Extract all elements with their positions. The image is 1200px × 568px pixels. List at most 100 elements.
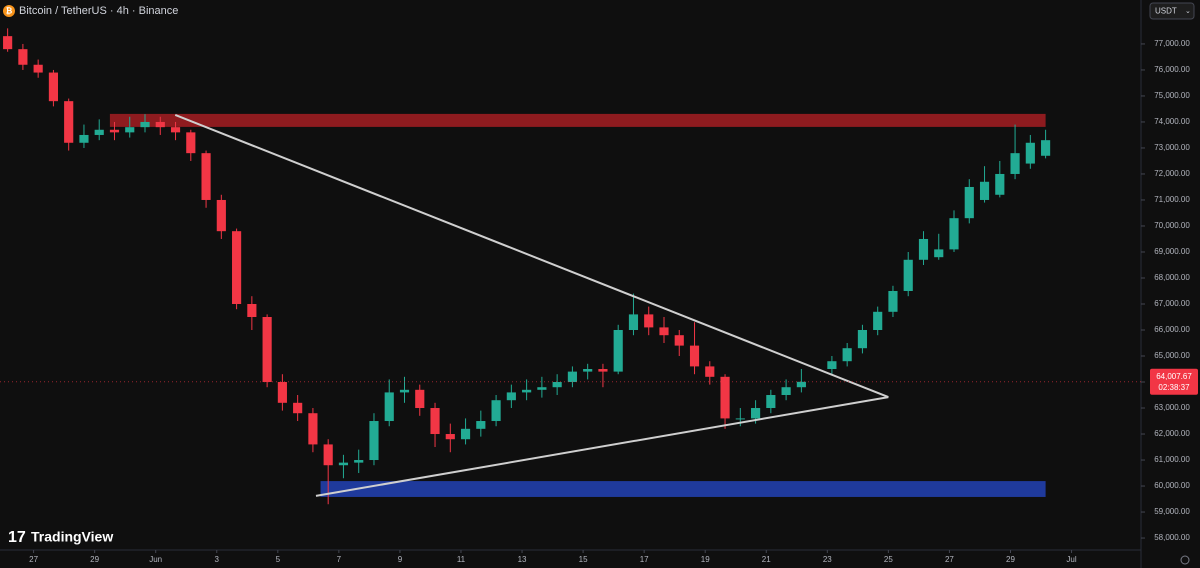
candle-body bbox=[659, 327, 669, 336]
price-zone bbox=[109, 113, 1046, 127]
symbol-title: Bitcoin / TetherUS · 4h · Binance bbox=[19, 5, 178, 17]
logo-mark: 17 bbox=[8, 529, 26, 546]
candle-body bbox=[766, 395, 776, 409]
candle-body bbox=[308, 413, 318, 445]
candle-body bbox=[995, 173, 1005, 195]
x-tick-label: 27 bbox=[29, 555, 38, 564]
x-tick-label: 3 bbox=[215, 555, 220, 564]
candle-body bbox=[491, 400, 501, 422]
candle-body bbox=[689, 345, 700, 367]
x-tick-label: 15 bbox=[579, 555, 588, 564]
candle-body bbox=[857, 330, 868, 349]
candle-body bbox=[323, 444, 333, 466]
candle-body bbox=[537, 387, 547, 390]
x-tick-label: 7 bbox=[337, 555, 342, 564]
candle-body bbox=[705, 366, 715, 377]
price-zone bbox=[320, 481, 1046, 497]
plot bbox=[0, 28, 1141, 505]
candle-body bbox=[186, 132, 196, 154]
candle-body bbox=[338, 462, 349, 466]
y-tick-label: 58,000.00 bbox=[1154, 533, 1190, 542]
last-price-label: 64,007.67 bbox=[1156, 372, 1192, 381]
x-tick-label: 29 bbox=[1006, 555, 1015, 564]
brand-logo: TradingView bbox=[31, 529, 113, 545]
candle-body bbox=[628, 314, 639, 330]
x-tick-label: 27 bbox=[945, 555, 954, 564]
candle-body bbox=[934, 249, 944, 258]
y-tick-label: 75,000.00 bbox=[1154, 91, 1190, 100]
candle-body bbox=[277, 382, 287, 403]
y-tick-label: 67,000.00 bbox=[1154, 299, 1190, 308]
candle-body bbox=[79, 134, 89, 143]
currency-dropdown[interactable] bbox=[1149, 2, 1195, 20]
y-tick-label: 60,000.00 bbox=[1154, 481, 1190, 490]
x-tick-label: 21 bbox=[762, 555, 771, 564]
y-tick-label: 63,000.00 bbox=[1154, 403, 1190, 412]
y-tick-label: 76,000.00 bbox=[1154, 65, 1190, 74]
y-tick-label: 62,000.00 bbox=[1154, 429, 1190, 438]
candle-body bbox=[873, 311, 883, 330]
candle-body bbox=[94, 129, 104, 135]
candle-body bbox=[567, 371, 577, 383]
y-tick-label: 77,000.00 bbox=[1154, 39, 1190, 48]
y-tick-label: 71,000.00 bbox=[1154, 195, 1190, 204]
x-tick-label: 11 bbox=[457, 555, 466, 564]
candle-body bbox=[522, 389, 532, 393]
coin-icon bbox=[3, 5, 15, 17]
candle-body bbox=[735, 418, 745, 420]
candle-body bbox=[262, 316, 272, 383]
candle-body bbox=[918, 238, 929, 260]
candle-body bbox=[293, 402, 303, 414]
y-tick-label: 72,000.00 bbox=[1154, 169, 1190, 178]
candle-body bbox=[720, 376, 730, 419]
settings-button[interactable] bbox=[1180, 555, 1190, 565]
candle-body bbox=[354, 460, 364, 463]
candle-body bbox=[674, 335, 684, 346]
coin-glyph: ₿ bbox=[6, 7, 13, 16]
y-tick-label: 69,000.00 bbox=[1154, 247, 1190, 256]
x-tick-label: 13 bbox=[518, 555, 527, 564]
candle-body bbox=[384, 392, 394, 422]
candle-body bbox=[216, 199, 226, 232]
candle-body bbox=[964, 186, 974, 219]
candle-body bbox=[827, 361, 837, 370]
candle-body bbox=[415, 389, 425, 409]
y-tick-label: 73,000.00 bbox=[1154, 143, 1190, 152]
candle-body bbox=[750, 408, 761, 419]
candle-body bbox=[3, 36, 13, 50]
y-tick-label: 65,000.00 bbox=[1154, 351, 1190, 360]
candle-body bbox=[125, 127, 135, 133]
candle-body bbox=[109, 129, 120, 133]
y-tick-label: 74,000.00 bbox=[1154, 117, 1190, 126]
candle-body bbox=[18, 49, 28, 65]
candle-body bbox=[979, 181, 990, 200]
candle-body bbox=[1010, 153, 1020, 174]
candle-body bbox=[247, 303, 257, 317]
countdown-label: 02:38:37 bbox=[1158, 383, 1190, 392]
x-tick-label: Jul bbox=[1066, 555, 1076, 564]
y-tick-label: 61,000.00 bbox=[1154, 455, 1190, 464]
x-tick-label: 29 bbox=[90, 555, 99, 564]
currency-label: USDT bbox=[1155, 7, 1177, 16]
candle-body bbox=[1025, 142, 1035, 164]
candle-body bbox=[796, 381, 806, 388]
x-tick-label: 9 bbox=[398, 555, 403, 564]
candle-body bbox=[170, 127, 181, 133]
candle-body bbox=[1041, 140, 1051, 156]
candle-body bbox=[506, 392, 516, 401]
candle-body bbox=[201, 153, 211, 200]
candle-body bbox=[949, 218, 959, 250]
dropdown-caret: ⌄ bbox=[1185, 8, 1191, 15]
candle-body bbox=[583, 369, 593, 372]
candle-body bbox=[140, 121, 150, 128]
trend-line bbox=[174, 114, 889, 399]
x-tick-label: 25 bbox=[884, 555, 893, 564]
x-tick-label: 5 bbox=[276, 555, 281, 564]
candle-body bbox=[460, 428, 471, 440]
candle-body bbox=[33, 64, 43, 73]
trend-line bbox=[315, 396, 889, 497]
candle-body bbox=[842, 348, 852, 362]
y-tick-label: 66,000.00 bbox=[1154, 325, 1190, 334]
y-tick-label: 68,000.00 bbox=[1154, 273, 1190, 282]
